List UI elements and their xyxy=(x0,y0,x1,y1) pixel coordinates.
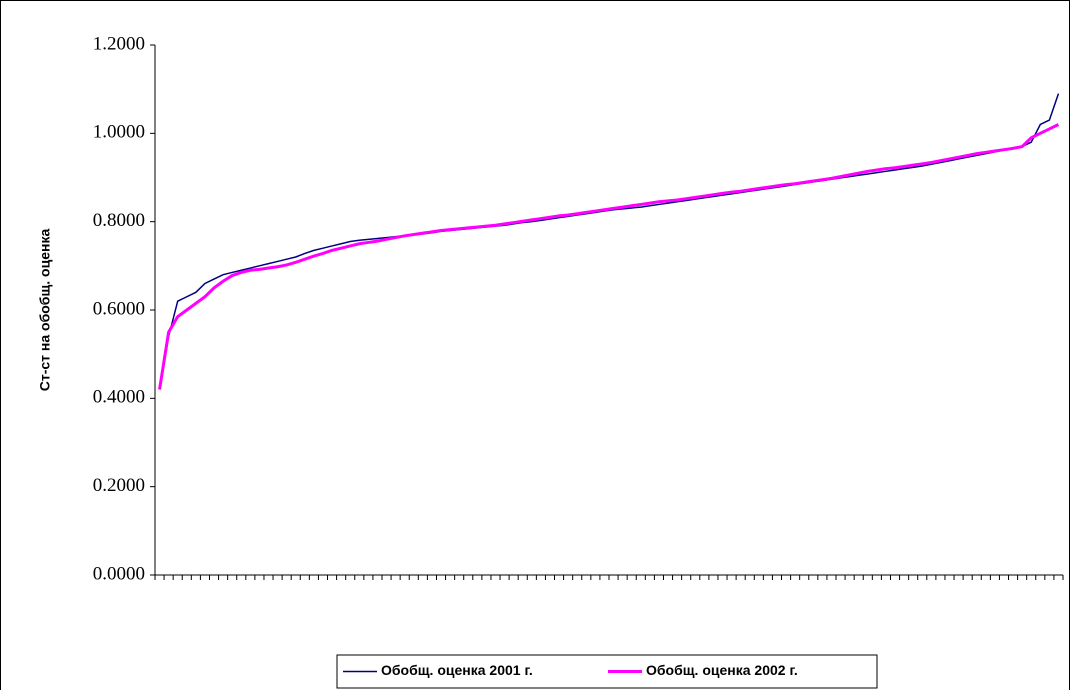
y-tick-label: 1.2000 xyxy=(93,33,145,54)
y-axis-label: Ст-ст на обобщ. оценка xyxy=(37,229,53,392)
y-tick-label: 0.8000 xyxy=(93,210,145,231)
series-line xyxy=(158,123,1060,390)
y-tick-label: 0.4000 xyxy=(93,387,145,408)
y-tick-label: 0.0000 xyxy=(93,563,145,584)
legend-box xyxy=(336,654,878,689)
legend-label: Обобщ. оценка 2001 г. xyxy=(381,662,533,678)
y-tick-label: 1.0000 xyxy=(93,122,145,143)
legend-label: Обобщ. оценка 2002 г. xyxy=(646,662,798,678)
y-tick-label: 0.2000 xyxy=(93,475,145,496)
y-tick-label: 0.6000 xyxy=(93,298,145,319)
